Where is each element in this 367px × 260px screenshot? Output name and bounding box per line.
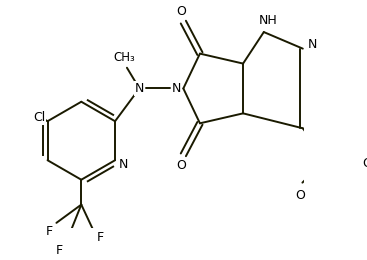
Text: O: O bbox=[176, 159, 186, 172]
Text: N: N bbox=[135, 82, 144, 95]
Text: N: N bbox=[119, 158, 128, 171]
Text: O: O bbox=[176, 5, 186, 18]
Text: N: N bbox=[308, 38, 317, 51]
Text: F: F bbox=[97, 231, 104, 244]
Text: NH: NH bbox=[259, 14, 277, 27]
Text: O: O bbox=[363, 158, 367, 171]
Text: CH₃: CH₃ bbox=[113, 51, 135, 64]
Text: N: N bbox=[172, 82, 181, 95]
Text: Cl: Cl bbox=[33, 110, 46, 124]
Text: F: F bbox=[46, 225, 53, 238]
Text: O: O bbox=[295, 189, 305, 202]
Text: F: F bbox=[56, 244, 63, 257]
